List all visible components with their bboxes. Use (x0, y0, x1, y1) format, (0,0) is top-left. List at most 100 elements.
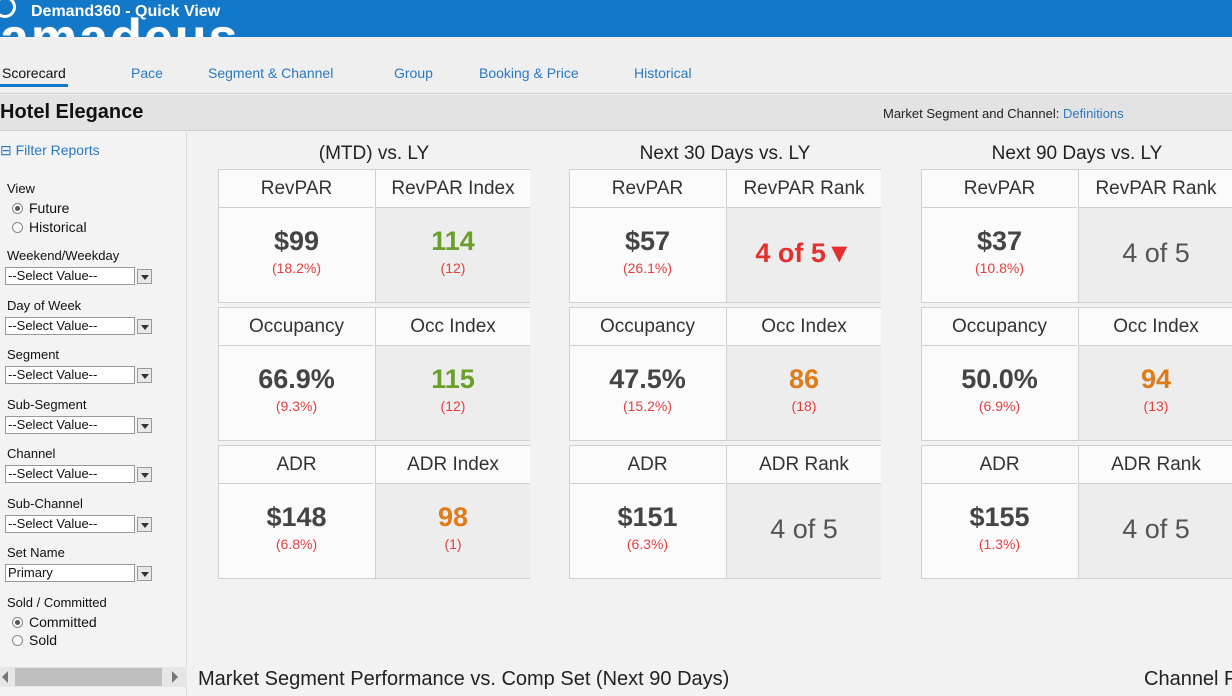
segment-select[interactable]: --Select Value-- (5, 366, 135, 384)
filter-sidebar: ⊟ Filter Reports View Future Historical … (0, 132, 187, 696)
kpi-change: (1) (444, 536, 462, 552)
kpi-cell: RevPAR $99 (18.2%) (219, 170, 374, 302)
panel-title: Next 90 Days vs. LY (991, 143, 1163, 164)
kpi-row: ADR $148 (6.8%) ADR Index 98 (1) (218, 445, 530, 579)
chevron-down-icon[interactable] (137, 368, 152, 383)
sidebar-scrollbar[interactable] (0, 667, 187, 687)
kpi-cell: RevPAR Rank 4 of 5 (1078, 170, 1232, 302)
chevron-down-icon[interactable] (137, 319, 152, 334)
tab-group[interactable]: Group (394, 65, 433, 81)
kpi-value: 4 of 5 (1122, 514, 1190, 544)
kpi-change: (12) (440, 260, 466, 276)
kpi-header: RevPAR (922, 170, 1077, 208)
kpi-cell: RevPAR $57 (26.1%) (570, 170, 725, 302)
kpi-change: (15.2%) (622, 398, 673, 414)
set-name-select[interactable]: Primary (5, 564, 135, 582)
kpi-cell: ADR Rank 4 of 5 (726, 446, 881, 578)
definitions-link[interactable]: Definitions (1062, 106, 1124, 121)
radio-dot-icon (12, 202, 23, 214)
kpi-change: (9.3%) (275, 398, 318, 414)
kpi-change: (6.3%) (626, 536, 669, 552)
tab-historical[interactable]: Historical (634, 65, 692, 81)
kpi-cell: ADR $148 (6.8%) (219, 446, 374, 578)
radio-sold[interactable]: Sold (12, 632, 57, 648)
kpi-header: RevPAR Rank (1079, 170, 1232, 208)
filter-reports-link[interactable]: ⊟ Filter Reports (0, 142, 100, 158)
radio-sold-label: Sold (29, 632, 58, 648)
scroll-thumb[interactable] (15, 668, 162, 686)
kpi-value: 4 of 5 (1122, 238, 1190, 268)
kpi-change: (1.3%) (978, 536, 1021, 552)
chevron-down-icon[interactable] (137, 517, 152, 532)
kpi-cell: Occ Index 115 (12) (375, 308, 530, 440)
tab-scorecard[interactable]: Scorecard (0, 65, 68, 87)
scroll-right-icon[interactable] (172, 671, 178, 683)
hotel-name: Hotel Elegance (0, 101, 144, 123)
tab-pace[interactable]: Pace (131, 65, 163, 81)
channel-select[interactable]: --Select Value-- (5, 465, 135, 483)
tab-bar: Scorecard Pace Segment & Channel Group B… (0, 37, 1232, 94)
chevron-down-icon[interactable] (137, 467, 152, 482)
kpi-value: $155 (969, 502, 1030, 532)
kpi-cell: ADR $151 (6.3%) (570, 446, 725, 578)
kpi-cell: ADR Index 98 (1) (375, 446, 530, 578)
panel-title: (MTD) vs. LY (318, 143, 430, 164)
kpi-value: $99 (273, 226, 320, 256)
kpi-change: (13) (1143, 398, 1169, 414)
scroll-left-icon[interactable] (2, 671, 8, 683)
kpi-value: 94 (1140, 364, 1172, 394)
kpi-cell: RevPAR $37 (10.8%) (922, 170, 1077, 302)
kpi-change: (6.8%) (275, 536, 318, 552)
kpi-row: RevPAR $37 (10.8%) RevPAR Rank 4 of 5 (921, 169, 1232, 303)
radio-historical[interactable]: Historical (12, 219, 87, 235)
segment-performance-title: Market Segment Performance vs. Comp Set … (198, 668, 730, 690)
kpi-header: Occupancy (219, 308, 374, 346)
segment-label: Segment (7, 347, 60, 362)
kpi-cell: Occ Index 94 (13) (1078, 308, 1232, 440)
kpi-header: Occupancy (570, 308, 725, 346)
chevron-down-icon[interactable] (137, 566, 152, 581)
chevron-down-icon[interactable] (137, 418, 152, 433)
sold-committed-label: Sold / Committed (7, 595, 107, 610)
kpi-row: Occupancy 47.5% (15.2%) Occ Index 86 (18) (569, 307, 881, 441)
sub-channel-select[interactable]: --Select Value-- (5, 515, 135, 533)
tab-booking-price[interactable]: Booking & Price (479, 65, 579, 81)
radio-future[interactable]: Future (12, 200, 69, 216)
kpi-header: Occupancy (922, 308, 1077, 346)
kpi-change: (6.9%) (978, 398, 1021, 414)
kpi-cell: Occ Index 86 (18) (726, 308, 881, 440)
radio-committed[interactable]: Committed (12, 614, 97, 630)
view-label: View (7, 181, 35, 196)
kpi-header: ADR Rank (1079, 446, 1232, 484)
kpi-value: 98 (437, 502, 469, 532)
radio-dot-icon (12, 221, 23, 233)
sub-segment-select[interactable]: --Select Value-- (5, 416, 135, 434)
kpi-header: ADR Rank (727, 446, 881, 484)
kpi-header: RevPAR (570, 170, 725, 208)
radio-future-label: Future (29, 200, 70, 216)
kpi-value: 4 of 5▼ (755, 238, 853, 268)
filter-reports-label: Filter Reports (15, 142, 100, 158)
kpi-header: ADR (922, 446, 1077, 484)
sub-segment-label: Sub-Segment (7, 397, 87, 412)
kpi-header: ADR (219, 446, 374, 484)
kpi-change: (26.1%) (622, 260, 673, 276)
kpi-row: Occupancy 66.9% (9.3%) Occ Index 115 (12) (218, 307, 530, 441)
chevron-down-icon[interactable] (137, 269, 152, 284)
tab-segment-channel[interactable]: Segment & Channel (208, 65, 334, 81)
kpi-header: ADR (570, 446, 725, 484)
sub-channel-label: Sub-Channel (7, 496, 83, 511)
kpi-value: 114 (431, 226, 475, 256)
kpi-value: $57 (624, 226, 671, 256)
kpi-value: 47.5% (609, 364, 686, 394)
radio-historical-label: Historical (29, 219, 87, 235)
kpi-change: (10.8%) (974, 260, 1025, 276)
kpi-header: Occ Index (1079, 308, 1232, 346)
weekend-weekday-select[interactable]: --Select Value-- (5, 267, 135, 285)
kpi-value: 4 of 5 (770, 514, 838, 544)
hotel-header: Hotel Elegance Market Segment and Channe… (0, 95, 1232, 131)
day-of-week-select[interactable]: --Select Value-- (5, 317, 135, 335)
kpi-cell: RevPAR Index 114 (12) (375, 170, 530, 302)
app-logo-icon (0, 0, 16, 18)
kpi-header: Occ Index (727, 308, 881, 346)
